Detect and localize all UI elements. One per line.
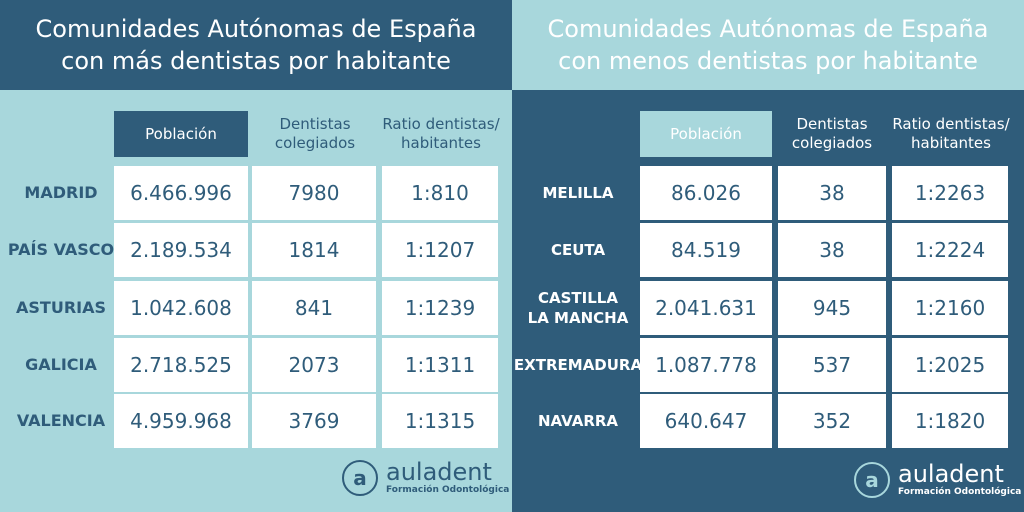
cell-dentistas: 352 xyxy=(778,394,886,448)
cell-ratio: 1:2160 xyxy=(892,281,1008,335)
title-banner: Comunidades Autónomas de España con meno… xyxy=(512,0,1024,90)
cell-poblacion: 1.042.608 xyxy=(114,281,248,335)
cell-poblacion: 2.189.534 xyxy=(114,223,248,277)
cell-poblacion: 4.959.968 xyxy=(114,394,248,448)
cell-dentistas: 841 xyxy=(252,281,376,335)
row-label: VALENCIA xyxy=(16,411,106,430)
row-label: GALICIA xyxy=(25,355,97,374)
title-banner: Comunidades Autónomas de España con más … xyxy=(0,0,512,90)
cell-ratio: 1:2224 xyxy=(892,223,1008,277)
title-line-2: con más dentistas por habitante xyxy=(61,47,451,75)
auladent-mark-icon: a xyxy=(854,462,890,498)
row-label: CEUTA xyxy=(550,241,606,259)
cell-dentistas: 38 xyxy=(778,223,886,277)
header-dentistas: Dentistas colegiados xyxy=(274,115,356,152)
header-ratio: Ratio dentistas/ habitantes xyxy=(382,115,500,152)
cell-ratio: 1:810 xyxy=(382,166,498,220)
header-ratio: Ratio dentistas/ habitantes xyxy=(892,115,1010,152)
cell-ratio: 1:2263 xyxy=(892,166,1008,220)
panel-most-dentists: Comunidades Autónomas de España con más … xyxy=(0,0,512,512)
row-label: PAÍS VASCO xyxy=(7,240,115,259)
cell-poblacion: 2.041.631 xyxy=(640,281,772,335)
cell-ratio: 1:1315 xyxy=(382,394,498,448)
cell-poblacion: 2.718.525 xyxy=(114,338,248,392)
header-poblacion: Población xyxy=(114,111,248,157)
auladent-logo: a auladent Formación Odontológica xyxy=(342,460,509,496)
logo-tagline: Formación Odontológica xyxy=(386,485,510,495)
row-label: NAVARRA xyxy=(537,412,619,430)
header-dentistas: Dentistas colegiados xyxy=(791,115,873,152)
cell-dentistas: 1814 xyxy=(252,223,376,277)
logo-brand: auladent xyxy=(386,458,492,486)
cell-dentistas: 3769 xyxy=(252,394,376,448)
cell-dentistas: 7980 xyxy=(252,166,376,220)
cell-poblacion: 86.026 xyxy=(640,166,772,220)
cell-poblacion: 640.647 xyxy=(640,394,772,448)
cell-dentistas: 2073 xyxy=(252,338,376,392)
cell-dentistas: 945 xyxy=(778,281,886,335)
row-label: CASTILLA LA MANCHA xyxy=(527,289,629,327)
title-line-1: Comunidades Autónomas de España xyxy=(547,15,989,43)
cell-poblacion: 1.087.778 xyxy=(640,338,772,392)
row-label: MADRID xyxy=(24,183,98,202)
logo-tagline: Formación Odontológica xyxy=(898,487,1022,497)
row-label: ASTURIAS xyxy=(16,298,106,317)
cell-dentistas: 537 xyxy=(778,338,886,392)
cell-ratio: 1:1820 xyxy=(892,394,1008,448)
header-poblacion: Población xyxy=(640,111,772,157)
cell-ratio: 1:1311 xyxy=(382,338,498,392)
cell-ratio: 1:1207 xyxy=(382,223,498,277)
cell-poblacion: 6.466.996 xyxy=(114,166,248,220)
title-line-1: Comunidades Autónomas de España xyxy=(35,15,477,43)
auladent-logo: a auladent Formación Odontológica xyxy=(854,462,1021,498)
cell-poblacion: 84.519 xyxy=(640,223,772,277)
cell-ratio: 1:1239 xyxy=(382,281,498,335)
cell-dentistas: 38 xyxy=(778,166,886,220)
panel-fewest-dentists: Comunidades Autónomas de España con meno… xyxy=(512,0,1024,512)
row-label: EXTREMADURA xyxy=(513,356,643,374)
row-label: MELILLA xyxy=(542,184,614,202)
cell-ratio: 1:2025 xyxy=(892,338,1008,392)
title-line-2: con menos dentistas por habitante xyxy=(558,47,978,75)
auladent-mark-icon: a xyxy=(342,460,378,496)
logo-brand: auladent xyxy=(898,460,1004,488)
